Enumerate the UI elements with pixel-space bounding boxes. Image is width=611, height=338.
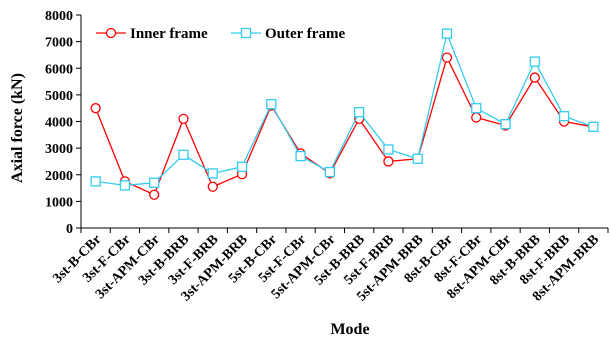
- y-tick-label: 1000: [45, 195, 73, 210]
- series-1: [90, 52, 599, 200]
- series-layer: [90, 28, 599, 200]
- data-point: [353, 107, 365, 118]
- legend-label: Outer frame: [265, 26, 345, 42]
- data-point: [500, 119, 511, 130]
- data-point: [529, 72, 540, 83]
- data-point: [149, 189, 160, 200]
- data-point: [441, 52, 453, 63]
- data-point: [588, 121, 599, 132]
- series-line: [95, 31, 594, 187]
- data-point: [471, 103, 482, 114]
- y-tick-label: 7000: [45, 36, 73, 51]
- data-point: [383, 156, 394, 167]
- data-point: [558, 111, 570, 122]
- data-point: [149, 177, 160, 188]
- y-tick-label: 0: [66, 222, 73, 237]
- legend: Inner frame Outer frame: [96, 26, 345, 42]
- y-tick-label: 6000: [45, 62, 73, 77]
- data-point: [471, 112, 482, 123]
- data-point: [324, 166, 336, 178]
- data-point: [178, 149, 189, 160]
- data-point: [119, 180, 131, 191]
- legend-item: Outer frame: [231, 26, 345, 42]
- data-point: [529, 56, 540, 67]
- y-tick-label: 4000: [45, 116, 73, 131]
- data-point: [207, 168, 218, 179]
- data-point: [266, 99, 277, 110]
- data-point: [383, 144, 394, 155]
- data-point: [90, 176, 101, 187]
- legend-label: Inner frame: [130, 26, 208, 42]
- legend-marker: [105, 27, 117, 39]
- data-point: [295, 150, 306, 162]
- y-tick-label: 8000: [45, 9, 73, 24]
- data-point: [441, 28, 453, 39]
- legend-item: Inner frame: [96, 26, 208, 42]
- y-axis-title: Axial force (kN): [9, 73, 26, 183]
- series-line: [95, 55, 594, 196]
- y-tick-label: 5000: [45, 89, 73, 104]
- data-point: [412, 153, 423, 164]
- data-point: [90, 103, 101, 114]
- y-tick-label: 2000: [45, 169, 73, 184]
- data-point: [178, 113, 189, 124]
- legend-marker: [240, 27, 252, 39]
- x-axis-title: Mode: [330, 321, 369, 338]
- axes: 0100020003000400050006000700080003st-B-C…: [45, 9, 609, 304]
- y-tick-label: 3000: [45, 142, 73, 157]
- data-point: [207, 181, 218, 192]
- series-2: [90, 28, 599, 191]
- data-point: [236, 161, 248, 172]
